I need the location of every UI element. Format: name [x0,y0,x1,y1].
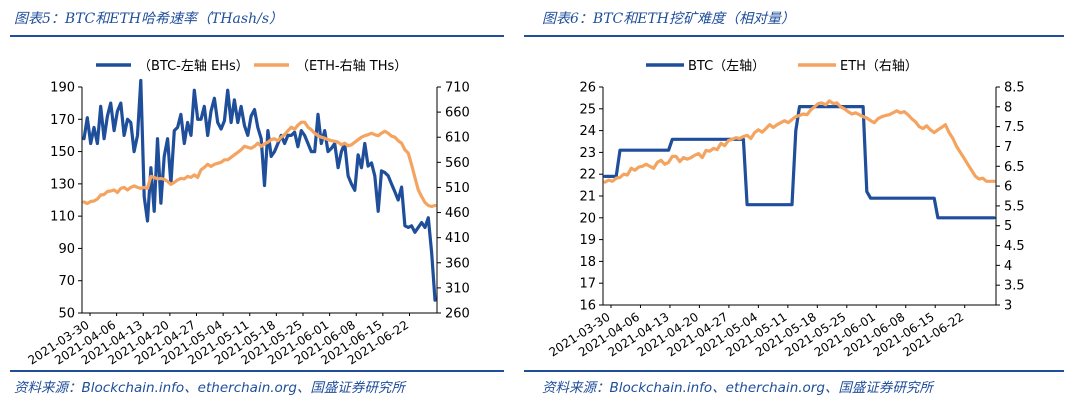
right-tick-label: 7.5 [1004,120,1025,135]
hashrate-chart: 50 70 90 110 130 150 170 190 260 310 360 410 460 510 5… [26,59,470,368]
left-tick-label: 22 [579,168,596,183]
left-tick-label: 130 [50,177,75,192]
left-tick-label: 19 [579,233,596,248]
right-tick-label: 510 [445,181,470,196]
source-overline [10,370,504,372]
right-tick-label: 310 [445,281,470,296]
figure-5-title: 图表5：BTC和ETH哈希速率（THash/s） [14,11,284,27]
left-tick-label: 24 [579,124,596,139]
left-tick-label: 17 [579,277,596,292]
left-tick-label: 20 [579,211,596,226]
right-tick-label: 360 [445,256,470,271]
left-tick-label: 50 [58,307,75,322]
right-tick-label: 4 [1004,259,1012,274]
right-tick-label: 5.5 [1004,199,1025,214]
legend-label-1: （ETH-右轴 THs） [296,59,407,74]
left-tick-label: 18 [579,255,596,270]
figure-6-panel: 图表6：BTC和ETH挖矿难度（相对量） 16 17 18 19 20 21 22 23 24 2… [524,0,1075,408]
series-line-1 [82,120,437,209]
left-tick-label: 23 [579,146,596,161]
right-tick-label: 410 [445,231,470,246]
right-tick-label: 8 [1004,100,1012,115]
right-tick-label: 660 [445,106,470,121]
right-tick-label: 6.5 [1004,160,1025,175]
series-line-0 [82,78,437,302]
right-tick-label: 5 [1004,219,1012,234]
figure-5-source: 资料来源：Blockchain.info、etherchain.org、国盛证券… [14,380,405,396]
left-tick-label: 21 [579,190,596,205]
right-tick-label: 3 [1004,299,1012,314]
right-tick-label: 8.5 [1004,81,1025,96]
right-tick-label: 260 [445,307,470,322]
legend-label-0: BTC（左轴） [688,59,765,74]
left-tick-label: 150 [50,145,75,160]
left-tick-label: 16 [579,299,596,314]
title-underline [524,35,1064,37]
left-tick-label: 26 [579,81,596,96]
right-tick-label: 560 [445,156,470,171]
left-tick-label: 90 [58,242,75,257]
difficulty-chart: 16 17 18 19 20 21 22 23 24 25 26 3 3.5 4 4.5 5 5.5 6 6.5 7 7… [547,59,1025,360]
left-tick-label: 110 [50,210,75,225]
right-tick-label: 6 [1004,180,1012,195]
right-tick-label: 3.5 [1004,279,1025,294]
right-tick-label: 610 [445,131,470,146]
left-tick-label: 170 [50,113,75,128]
legend-label-0: （BTC-左轴 EHs） [138,59,249,74]
figure-5-panel: 图表5：BTC和ETH哈希速率（THash/s） 50 70 90 110 130 150… [0,0,510,408]
series-line-1 [603,99,996,184]
figure-6-title: 图表6：BTC和ETH挖矿难度（相对量） [542,11,796,27]
right-tick-label: 710 [445,81,470,96]
source-overline [524,370,1064,372]
title-underline [10,35,504,37]
left-tick-label: 70 [58,274,75,289]
left-tick-label: 190 [50,81,75,96]
legend-label-1: ETH（右轴） [840,59,918,74]
right-tick-label: 7 [1004,140,1012,155]
series-line-0 [603,104,996,220]
left-tick-label: 25 [579,102,596,117]
right-tick-label: 4.5 [1004,239,1025,254]
right-tick-label: 460 [445,206,470,221]
figure-6-source: 资料来源：Blockchain.info、etherchain.org、国盛证券… [542,380,933,396]
